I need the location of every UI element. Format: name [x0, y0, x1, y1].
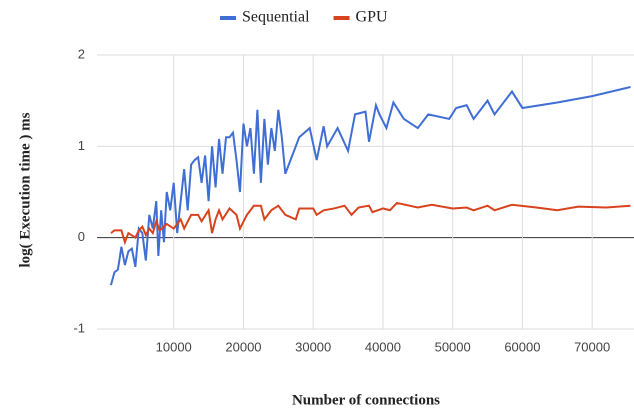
x-tick-label: 30000: [295, 339, 331, 354]
x-tick-label: 50000: [435, 339, 471, 354]
x-tick-label: 40000: [365, 339, 401, 354]
series-line: [110, 201, 631, 246]
y-tick-label: 0: [78, 229, 85, 244]
x-tick-label: 20000: [225, 339, 261, 354]
x-tick-label: 10000: [156, 339, 192, 354]
y-axis-title: log( Execution time ) ms: [17, 112, 33, 267]
legend-label: GPU: [356, 9, 388, 26]
series-line: [109, 85, 631, 286]
legend-label: Sequential: [242, 9, 310, 26]
x-axis-title: Number of connections: [292, 392, 440, 408]
x-tick-label: 70000: [574, 339, 610, 354]
y-tick-label: 1: [78, 138, 85, 153]
x-tick-label: 60000: [504, 339, 540, 354]
y-tick-label: 2: [78, 46, 85, 61]
y-tick-label: -1: [73, 320, 85, 335]
